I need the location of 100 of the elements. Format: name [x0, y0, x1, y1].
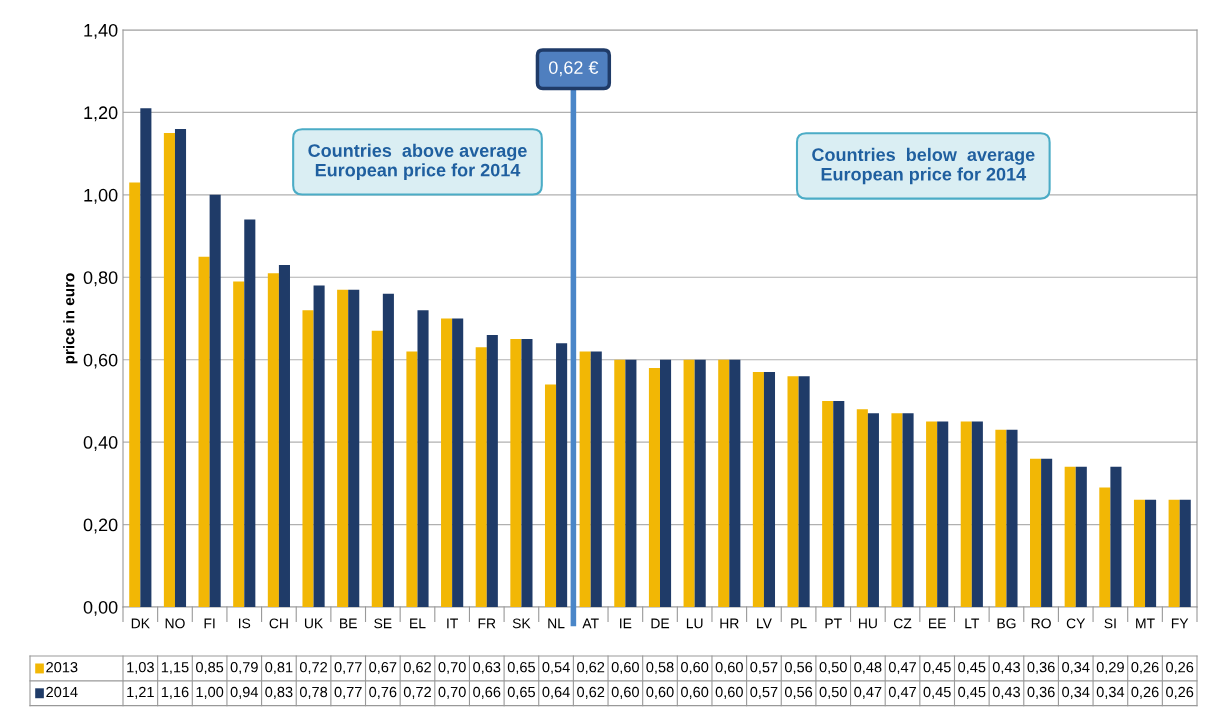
x-tick-label: SE [374, 618, 392, 629]
x-tick-label: CZ [893, 618, 912, 629]
data-label: 0,70 [438, 686, 466, 699]
data-label: 0,60 [611, 662, 639, 675]
data-label: 0,76 [369, 686, 397, 699]
x-tick-label: NO [165, 618, 185, 629]
data-label: 0,60 [681, 686, 709, 699]
bar [382, 293, 394, 607]
data-label: 0,66 [473, 686, 501, 699]
data-label: 0,85 [195, 662, 224, 675]
bar [302, 310, 314, 607]
bar [648, 367, 660, 607]
y-tick-label: 1,40 [84, 23, 118, 39]
data-label: 0,83 [265, 686, 293, 699]
bar [971, 421, 983, 607]
y-tick-label: 0,80 [83, 271, 118, 287]
bar [267, 273, 279, 607]
bar [278, 264, 290, 607]
data-label: 0,70 [438, 662, 466, 675]
x-tick-label: PL [791, 618, 807, 629]
bar [787, 376, 799, 607]
bar [475, 347, 487, 607]
data-label: 0,62 [577, 662, 605, 675]
data-label: 0,26 [1166, 662, 1194, 675]
data-label: 0,47 [888, 686, 916, 699]
x-tick-label: EL [410, 618, 426, 629]
y-tick-label: 0,20 [83, 518, 118, 534]
data-label: 1,16 [161, 686, 189, 699]
x-tick-label: LV [757, 618, 772, 629]
data-label: 1,21 [127, 686, 154, 699]
bar [1179, 499, 1191, 607]
x-tick-label: FI [204, 618, 215, 629]
data-label: 0,65 [507, 686, 535, 699]
bar [140, 108, 152, 607]
y-tick-label: 0,40 [83, 436, 118, 451]
data-label: 0,36 [1027, 686, 1055, 699]
bar [1145, 499, 1157, 607]
x-tick-label: NL [548, 618, 565, 629]
data-label: 0,36 [1027, 662, 1055, 675]
data-label: 0,60 [611, 686, 639, 699]
bar [417, 310, 429, 607]
bar [833, 400, 845, 607]
x-tick-label: CH [269, 618, 288, 629]
bar [822, 400, 834, 607]
x-tick-label: FY [1171, 618, 1189, 629]
legend-label: 2013 [46, 662, 78, 673]
annotation: Countries above average European price for 2014 [308, 143, 527, 181]
bar [198, 256, 210, 607]
bar [163, 133, 175, 607]
bar [1075, 466, 1087, 607]
bar [763, 372, 776, 607]
bar [891, 413, 903, 607]
x-tick-label: BE [340, 618, 357, 629]
bar [313, 285, 325, 607]
bar [1110, 466, 1122, 607]
data-label: 0,81 [265, 662, 293, 675]
x-tick-label: IS [238, 618, 251, 629]
data-label: 0,43 [992, 662, 1020, 675]
data-label: 0,45 [923, 662, 951, 675]
data-label: 0,62 [577, 686, 605, 699]
x-tick-label: EE [929, 618, 946, 629]
x-tick-label: DK [131, 618, 150, 629]
x-tick-label: IT [447, 618, 458, 629]
bar [1133, 499, 1146, 607]
x-tick-label: UK [304, 618, 324, 629]
x-tick-label: RO [1031, 618, 1051, 629]
x-tick-label: IE [620, 618, 632, 629]
data-label: 0,72 [299, 662, 328, 675]
bar [1168, 499, 1180, 607]
bar [544, 384, 557, 607]
data-label: 0,45 [958, 662, 986, 675]
data-label: 0,65 [507, 662, 535, 675]
bar [1064, 466, 1076, 607]
data-label: 0,54 [542, 662, 570, 675]
data-label: 0,67 [369, 662, 397, 675]
data-label: 0,57 [750, 662, 778, 675]
data-label: 0,47 [888, 662, 916, 675]
data-label: 0,45 [923, 686, 951, 699]
bar [1006, 429, 1018, 607]
data-label: 0,26 [1131, 686, 1159, 699]
data-label: 0,78 [299, 686, 328, 699]
legend-label: 2014 [46, 686, 78, 698]
data-label: 0,77 [334, 686, 362, 699]
x-tick-label: DE [651, 618, 670, 629]
bar [718, 359, 730, 607]
bar [1041, 458, 1053, 607]
data-label: 0,77 [334, 662, 362, 675]
data-label: 1,15 [161, 662, 189, 675]
x-tick-label: HR [720, 618, 739, 629]
data-label: 0,50 [819, 686, 847, 699]
bar [348, 289, 360, 607]
data-label: 0,48 [854, 662, 882, 675]
bar [233, 281, 245, 607]
data-label: 0,60 [715, 662, 743, 675]
data-label: 0,47 [854, 686, 882, 699]
data-label: 0,60 [715, 686, 743, 699]
data-label: 0,79 [230, 662, 258, 675]
bar [337, 289, 349, 607]
y-tick-label: 1,20 [84, 106, 118, 122]
bar [174, 128, 187, 607]
